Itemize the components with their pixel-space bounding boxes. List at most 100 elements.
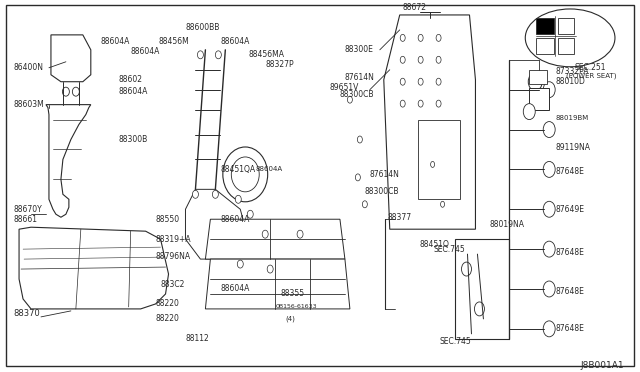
Bar	[454, 239, 509, 339]
Polygon shape	[19, 227, 168, 309]
Text: 88672: 88672	[403, 3, 427, 13]
Text: SEC.251: SEC.251	[574, 63, 605, 72]
Ellipse shape	[357, 136, 362, 143]
Bar	[536, 18, 554, 34]
Text: 88300B: 88300B	[118, 135, 148, 144]
Text: 88604A: 88604A	[220, 37, 250, 46]
Text: 88604A: 88604A	[220, 285, 250, 294]
Ellipse shape	[543, 122, 555, 138]
Text: 88604A: 88604A	[131, 47, 160, 56]
Text: 88300CB: 88300CB	[365, 187, 399, 196]
Text: 88550: 88550	[156, 215, 180, 224]
Ellipse shape	[461, 262, 472, 276]
Text: 87648E: 87648E	[555, 248, 584, 257]
Text: 88604A: 88604A	[220, 215, 250, 224]
Text: 88670Y: 88670Y	[13, 205, 42, 214]
Polygon shape	[205, 259, 350, 309]
Text: 88220: 88220	[156, 314, 179, 323]
Ellipse shape	[400, 34, 405, 41]
Text: 88377: 88377	[388, 213, 412, 222]
Text: 88456M: 88456M	[159, 37, 189, 46]
Text: 88319+A: 88319+A	[156, 235, 191, 244]
Polygon shape	[384, 15, 476, 229]
Text: 87648E: 87648E	[555, 167, 584, 176]
Ellipse shape	[543, 321, 555, 337]
Text: 88300E: 88300E	[345, 45, 374, 54]
Text: 87614N: 87614N	[345, 73, 375, 82]
Ellipse shape	[355, 174, 360, 181]
Bar	[558, 38, 574, 54]
Polygon shape	[51, 35, 91, 82]
Text: 87649E: 87649E	[555, 205, 584, 214]
Ellipse shape	[543, 201, 555, 217]
Ellipse shape	[400, 100, 405, 107]
Ellipse shape	[543, 82, 555, 98]
Text: 88661: 88661	[13, 215, 37, 224]
Text: 88604A: 88604A	[100, 37, 130, 46]
Ellipse shape	[431, 161, 435, 167]
Ellipse shape	[348, 96, 353, 103]
Text: 88010D: 88010D	[555, 77, 585, 86]
Text: 87648E: 87648E	[555, 288, 584, 296]
Text: SEC.745: SEC.745	[440, 337, 472, 346]
Bar	[536, 38, 554, 54]
Ellipse shape	[524, 104, 535, 119]
Ellipse shape	[212, 190, 218, 198]
Text: (4): (4)	[285, 315, 295, 322]
Ellipse shape	[525, 9, 615, 67]
Text: 88602: 88602	[118, 75, 143, 84]
Ellipse shape	[400, 56, 405, 63]
Ellipse shape	[418, 34, 423, 41]
Text: 87332PA: 87332PA	[555, 67, 589, 76]
Polygon shape	[205, 219, 345, 259]
Text: 88451Q: 88451Q	[420, 240, 449, 248]
Polygon shape	[186, 189, 248, 259]
Text: 88220: 88220	[156, 299, 179, 308]
Ellipse shape	[297, 230, 303, 238]
Ellipse shape	[528, 73, 542, 91]
Ellipse shape	[236, 195, 241, 203]
Bar	[558, 18, 574, 34]
Text: 88300CB: 88300CB	[340, 90, 374, 99]
Text: 87648E: 87648E	[555, 324, 584, 333]
Bar	[418, 119, 460, 199]
Ellipse shape	[436, 56, 441, 63]
Text: 88451QA: 88451QA	[220, 165, 255, 174]
Text: 88600BB: 88600BB	[186, 23, 220, 32]
Text: (POWER SEAT): (POWER SEAT)	[566, 73, 616, 79]
Bar	[529, 88, 549, 110]
Text: 86400N: 86400N	[13, 63, 43, 72]
Ellipse shape	[418, 100, 423, 107]
Text: 88112: 88112	[186, 334, 209, 343]
Ellipse shape	[418, 78, 423, 85]
Text: 88327P: 88327P	[265, 60, 294, 69]
Ellipse shape	[72, 87, 79, 96]
Ellipse shape	[262, 230, 268, 238]
Text: 88796NA: 88796NA	[156, 251, 191, 261]
Text: 88456MA: 88456MA	[248, 50, 284, 59]
Ellipse shape	[440, 201, 445, 207]
Ellipse shape	[216, 51, 221, 59]
Ellipse shape	[400, 78, 405, 85]
Ellipse shape	[436, 78, 441, 85]
Ellipse shape	[436, 34, 441, 41]
Text: J8B001A1: J8B001A1	[580, 361, 624, 370]
Text: 88019BM: 88019BM	[555, 115, 588, 121]
Ellipse shape	[543, 281, 555, 297]
Ellipse shape	[193, 190, 198, 198]
Ellipse shape	[267, 265, 273, 273]
Ellipse shape	[237, 260, 243, 268]
Text: 88370: 88370	[13, 310, 40, 318]
Text: 88604A: 88604A	[118, 87, 148, 96]
Ellipse shape	[362, 201, 367, 208]
Ellipse shape	[247, 210, 253, 218]
Ellipse shape	[474, 302, 484, 316]
Text: 88019NA: 88019NA	[490, 220, 524, 229]
Text: 87614N: 87614N	[370, 170, 400, 179]
Ellipse shape	[436, 100, 441, 107]
Ellipse shape	[223, 147, 268, 202]
Text: 88604A: 88604A	[255, 166, 282, 172]
Text: SEC.745: SEC.745	[434, 245, 465, 254]
Ellipse shape	[543, 241, 555, 257]
Ellipse shape	[231, 157, 259, 192]
